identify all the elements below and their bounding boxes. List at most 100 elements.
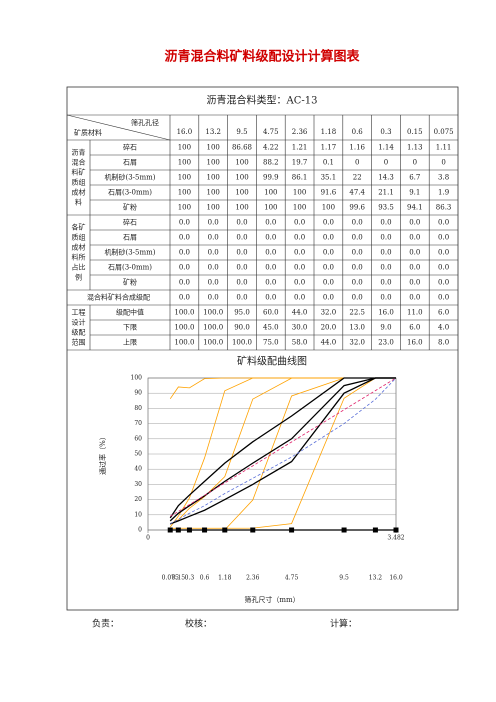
sieve-label: 0.075: [162, 575, 179, 582]
cell: 0.0: [236, 234, 247, 242]
cell: 47.4: [349, 189, 365, 197]
cell: 0.0: [236, 249, 247, 257]
cell: 0.0: [208, 234, 219, 242]
cell: 100: [178, 204, 191, 212]
cell: 44.0: [321, 339, 337, 347]
cell: 0.0: [236, 279, 247, 287]
cell: 100: [178, 159, 191, 167]
row-label: 机制砂(3-5mm): [104, 173, 155, 182]
cell: 0: [355, 159, 359, 167]
y-tick-label: 0: [138, 527, 142, 534]
cell: 14.3: [378, 174, 394, 182]
sieve-size: 9.5: [236, 128, 247, 136]
sieve-size: 0.6: [352, 128, 364, 136]
row-label: 石屑(3-0mm): [108, 264, 152, 272]
cell: 0.0: [208, 279, 219, 287]
series-line: [170, 377, 397, 525]
series-marker: [202, 527, 208, 533]
y-tick-label: 10: [134, 511, 142, 518]
y-tick-label: 100: [131, 375, 143, 382]
cell: 0.0: [352, 249, 363, 257]
series-marker: [175, 527, 181, 533]
cell: 86.68: [232, 144, 252, 152]
series-line: [170, 377, 396, 525]
sieve-size: 0.075: [434, 128, 454, 136]
cell: 100: [235, 189, 248, 197]
cell: 0.0: [380, 249, 391, 257]
row-label: 级配中值: [116, 308, 144, 317]
y-tick-label: 50: [134, 451, 142, 458]
cell: 0.0: [380, 234, 391, 242]
cell: 75.0: [263, 339, 279, 347]
cell: 0.0: [352, 279, 363, 287]
cell: 0.0: [323, 219, 334, 227]
cell: 1.17: [321, 144, 337, 152]
cell: 0.0: [179, 264, 190, 272]
series-marker: [186, 527, 192, 533]
cell: 1.13: [407, 144, 423, 152]
cell: 93.5: [378, 204, 394, 212]
cell: 0.0: [438, 294, 449, 302]
cell: 0: [413, 159, 417, 167]
cell: 16.0: [378, 309, 394, 317]
cell: 0.0: [352, 219, 363, 227]
cell: 0.0: [380, 294, 391, 302]
cell: 3.8: [438, 174, 449, 182]
cell: 0: [384, 159, 388, 167]
corner-row: 矿质材料: [74, 128, 102, 137]
cell: 100.0: [232, 339, 252, 347]
cell: 0.0: [323, 294, 334, 302]
group-label: 沥青混合料矿质组成材料: [72, 148, 86, 207]
cell: 4.0: [438, 324, 449, 332]
cell: 0.0: [438, 234, 449, 242]
cell: 1.21: [292, 144, 308, 152]
sieve-label: 16.0: [389, 575, 403, 582]
x-axis-label: 筛孔尺寸（mm）: [244, 595, 299, 604]
cell: 88.2: [263, 159, 279, 167]
y-tick-label: 60: [134, 435, 142, 442]
cell: 0.0: [409, 249, 420, 257]
cell: 0.0: [236, 219, 247, 227]
row-label: 混合料矿料合成级配: [87, 293, 150, 302]
sieve-label: 0.6: [200, 575, 210, 582]
cell: 0.0: [409, 279, 420, 287]
cell: 45.0: [263, 324, 279, 332]
cell: 22: [353, 174, 362, 182]
series-line: [169, 377, 396, 519]
row-label: 下限: [123, 323, 137, 332]
cell: 100.0: [203, 309, 223, 317]
sieve-size: 1.18: [321, 128, 337, 136]
sieve-label: 9.5: [339, 575, 349, 582]
cell: 0.0: [438, 249, 449, 257]
cell: 58.0: [292, 339, 308, 347]
group-label: 工程设计级配范围: [72, 308, 86, 347]
cell: 35.1: [321, 174, 337, 182]
cell: 0.0: [380, 279, 391, 287]
row-label: 碎石: [123, 218, 137, 227]
cell: 100: [207, 159, 220, 167]
cell: 0.0: [179, 279, 190, 287]
cell: 90.0: [234, 324, 250, 332]
cell: 0.0: [352, 294, 363, 302]
y-tick-label: 30: [134, 481, 142, 488]
cell: 6.0: [438, 309, 449, 317]
diagonal: [66, 114, 171, 141]
cell: 100: [207, 144, 220, 152]
cell: 99.9: [263, 174, 279, 182]
y-tick-label: 80: [134, 405, 142, 412]
cell: 0.0: [265, 279, 276, 287]
cell: 0.0: [323, 279, 334, 287]
cell: 23.0: [378, 339, 394, 347]
cell: 100: [235, 204, 248, 212]
cell: 0.0: [294, 294, 305, 302]
series-marker: [341, 527, 347, 533]
cell: 100.0: [174, 309, 194, 317]
cell: 100: [264, 204, 277, 212]
series-line: [170, 377, 396, 529]
cell: 0.0: [323, 264, 334, 272]
cell: 0.0: [294, 234, 305, 242]
group-label: 各矿质组成材料所占比例: [72, 223, 86, 282]
cell: 1.14: [378, 144, 394, 152]
cell: 9.1: [409, 189, 420, 197]
